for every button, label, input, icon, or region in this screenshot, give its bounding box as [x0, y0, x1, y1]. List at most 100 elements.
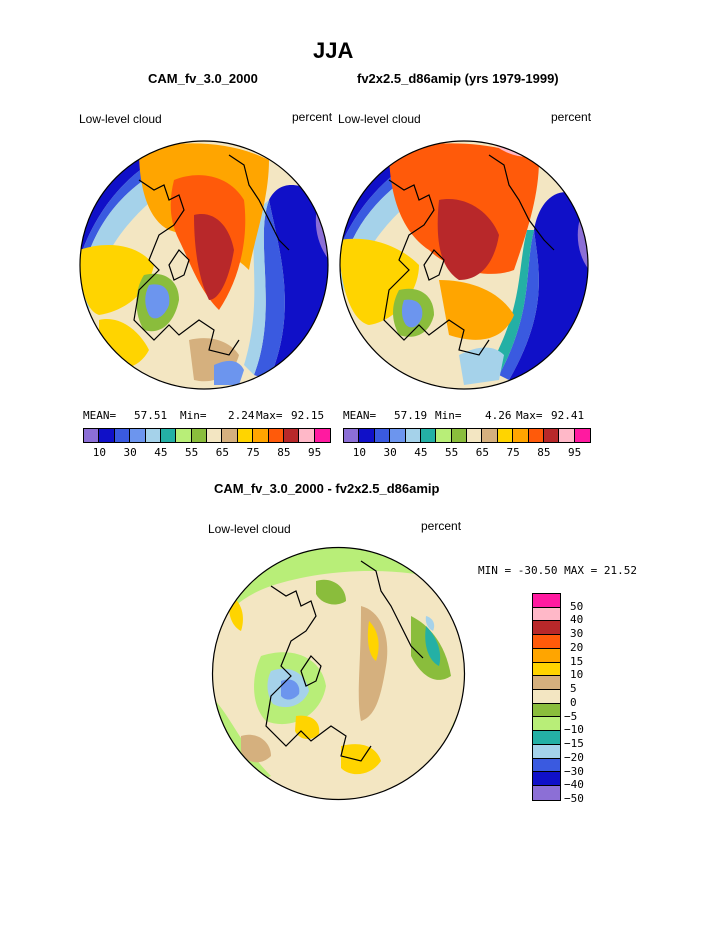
left-max-value: 92.15 — [291, 409, 325, 422]
diff-colorbar-tick-label: 30 — [570, 627, 584, 641]
diff-colorbar-tick-label: 0 — [570, 695, 577, 709]
colorbar-tick-label: 30 — [383, 446, 397, 459]
colorbar-swatch — [145, 429, 161, 442]
right-variable-label: Low-level cloud — [338, 112, 421, 126]
colorbar-swatch — [528, 429, 544, 442]
right-polar-map — [339, 140, 589, 390]
colorbar-tick-label: 75 — [246, 446, 260, 459]
colorbar-tick-label: 10 — [92, 446, 106, 459]
left-min-value: 2.24 — [228, 409, 255, 422]
diff-colorbar-swatch — [533, 772, 560, 787]
colorbar-swatch — [268, 429, 284, 442]
left-case-title: CAM_fv_3.0_2000 — [148, 71, 258, 86]
diff-title: CAM_fv_3.0_2000 - fv2x2.5_d86amip — [214, 481, 440, 496]
colorbar-swatch — [543, 429, 560, 442]
left-mean-value: 57.51 — [134, 409, 168, 422]
colorbar-swatch — [405, 429, 421, 442]
diff-min-max: MIN = -30.50 MAX = 21.52 — [478, 564, 637, 577]
diff-colorbar-tick-label: −30 — [564, 764, 584, 778]
colorbar-swatch — [420, 429, 437, 442]
right-case-title: fv2x2.5_d86amip (yrs 1979-1999) — [357, 71, 559, 86]
colorbar-tick-label: 55 — [445, 446, 459, 459]
diff-colorbar-tick-label: −40 — [564, 778, 584, 792]
colorbar-swatch — [130, 429, 146, 442]
diff-colorbar-swatch — [533, 648, 560, 663]
diff-colorbar-tick-label: 5 — [570, 682, 577, 696]
diff-colorbar-swatch — [533, 717, 560, 732]
right-min-value: 4.26 — [485, 409, 512, 422]
diff-colorbar — [532, 593, 561, 801]
colorbar-swatch — [160, 429, 177, 442]
colorbar-swatch — [314, 429, 330, 442]
diff-colorbar-swatch — [533, 703, 560, 718]
diff-colorbar-tick-label: −10 — [564, 723, 584, 737]
colorbar-tick-label: 75 — [506, 446, 520, 459]
colorbar-swatch — [283, 429, 300, 442]
diff-colorbar-tick-label: −50 — [564, 792, 584, 805]
diff-colorbar-tick-label: 50 — [570, 599, 584, 613]
colorbar-swatch — [482, 429, 498, 442]
diff-colorbar-swatch — [533, 594, 560, 608]
diff-colorbar-swatch — [533, 731, 560, 745]
colorbar-tick-label: 85 — [537, 446, 551, 459]
colorbar-tick-label: 55 — [185, 446, 199, 459]
colorbar-tick-label: 95 — [308, 446, 322, 459]
colorbar-swatch — [451, 429, 467, 442]
diff-colorbar-swatch — [533, 621, 560, 636]
diff-colorbar-swatch — [533, 786, 560, 800]
diff-colorbar-tick-label: 40 — [570, 613, 584, 627]
colorbar-swatch — [191, 429, 207, 442]
colorbar-swatch — [390, 429, 406, 442]
left-polar-map — [79, 140, 329, 390]
right-colorbar — [343, 428, 591, 443]
colorbar-swatch — [253, 429, 269, 442]
left-max-label: Max= — [256, 409, 283, 422]
diff-colorbar-tick-label: −15 — [564, 737, 584, 751]
colorbar-swatch — [207, 429, 223, 442]
colorbar-swatch — [84, 429, 100, 442]
left-variable-label: Low-level cloud — [79, 112, 162, 126]
colorbar-tick-label: 45 — [154, 446, 168, 459]
diff-colorbar-tick-label: 10 — [570, 668, 584, 682]
colorbar-tick-label: 65 — [475, 446, 489, 459]
diff-colorbar-swatch — [533, 690, 560, 704]
diff-units-label: percent — [421, 519, 462, 533]
diff-colorbar-swatch — [533, 758, 560, 773]
colorbar-tick-label: 30 — [123, 446, 137, 459]
colorbar-swatch — [237, 429, 254, 442]
colorbar-swatch — [559, 429, 575, 442]
diff-colorbar-swatch — [533, 635, 560, 649]
left-units-label: percent — [292, 110, 333, 124]
colorbar-tick-label: 45 — [414, 446, 428, 459]
left-min-label: Min= — [180, 409, 207, 422]
colorbar-tick-label: 65 — [215, 446, 229, 459]
diff-colorbar-tick-label: −20 — [564, 750, 584, 764]
colorbar-swatch — [574, 429, 590, 442]
right-max-label: Max= — [516, 409, 543, 422]
page-title: JJA — [313, 38, 354, 63]
diff-colorbar-tick-label: 15 — [570, 654, 584, 668]
right-mean-label: MEAN= — [343, 409, 377, 422]
colorbar-swatch — [359, 429, 375, 442]
colorbar-swatch — [497, 429, 514, 442]
right-max-value: 92.41 — [551, 409, 585, 422]
diff-colorbar-swatch — [533, 676, 560, 691]
colorbar-swatch — [222, 429, 238, 442]
diff-colorbar-swatch — [533, 662, 560, 677]
left-mean-label: MEAN= — [83, 409, 117, 422]
colorbar-swatch — [513, 429, 529, 442]
right-mean-value: 57.19 — [394, 409, 428, 422]
colorbar-swatch — [344, 429, 360, 442]
diff-colorbar-tick-label: −5 — [564, 709, 578, 723]
right-min-label: Min= — [435, 409, 462, 422]
colorbar-swatch — [176, 429, 192, 442]
colorbar-swatch — [436, 429, 452, 442]
right-units-label: percent — [551, 110, 592, 124]
colorbar-swatch — [299, 429, 315, 442]
diff-colorbar-tick-label: 20 — [570, 640, 584, 654]
colorbar-tick-label: 85 — [277, 446, 291, 459]
colorbar-swatch — [374, 429, 391, 442]
diff-variable-label: Low-level cloud — [208, 522, 291, 536]
diff-colorbar-swatch — [533, 607, 560, 622]
colorbar-swatch — [114, 429, 131, 442]
